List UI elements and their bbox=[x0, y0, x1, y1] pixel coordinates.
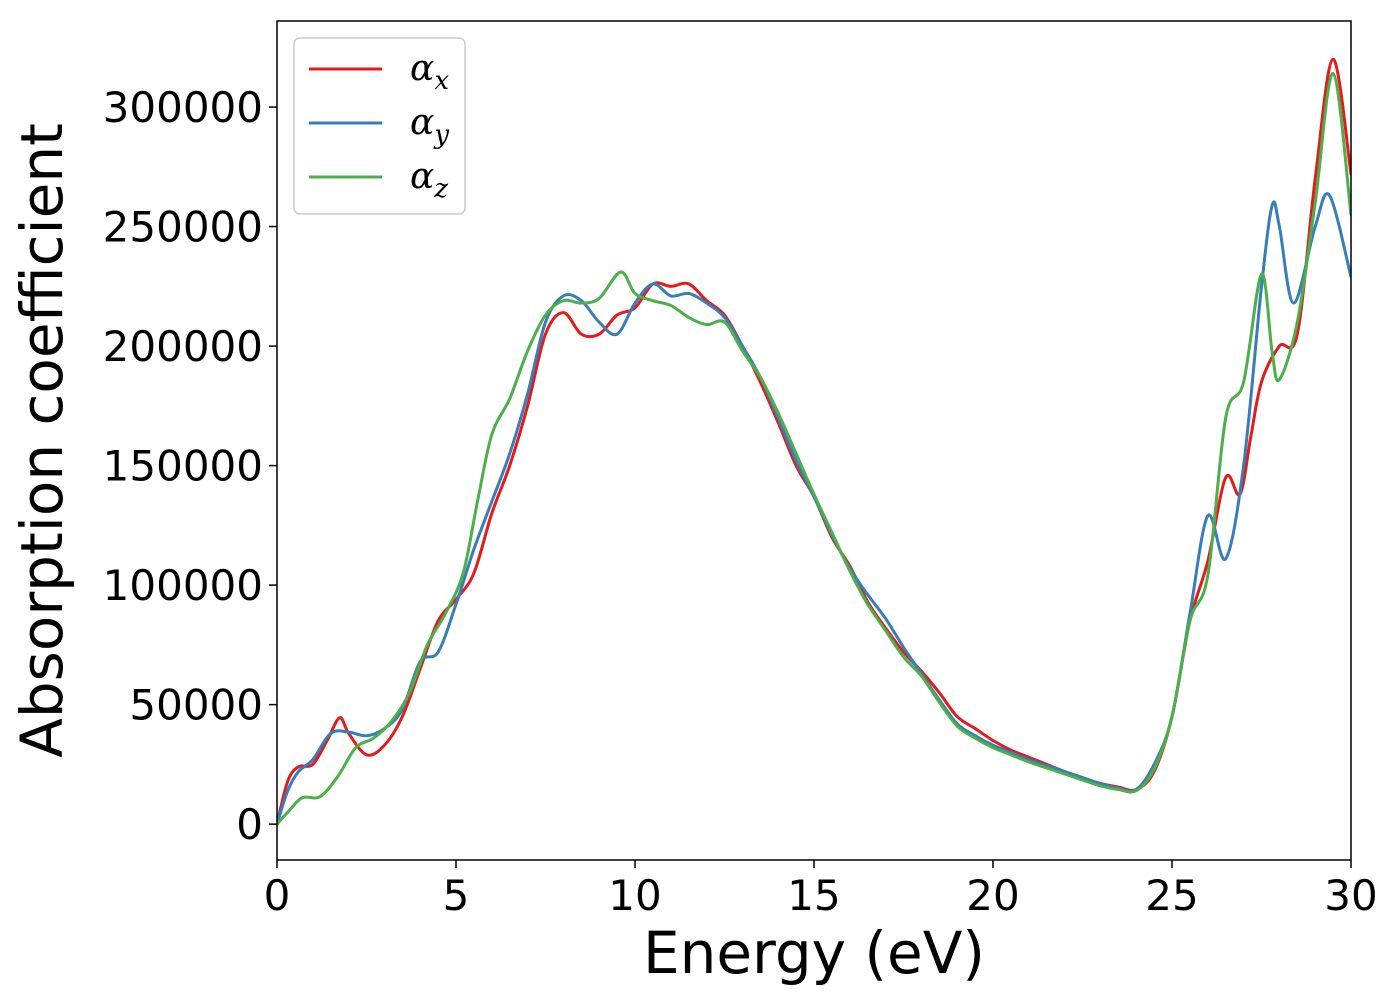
x-tick-label: 25 bbox=[1145, 871, 1198, 920]
x-axis-label: Energy (eV) bbox=[643, 919, 985, 987]
series-line-y bbox=[277, 192, 1351, 826]
x-tick-label: 10 bbox=[608, 871, 661, 920]
x-tick-label: 5 bbox=[443, 871, 470, 920]
series-layer bbox=[277, 57, 1351, 826]
x-tick-label: 0 bbox=[264, 871, 291, 920]
x-tick-label: 20 bbox=[966, 871, 1019, 920]
legend-label-z: αz bbox=[410, 156, 448, 204]
series-line-z bbox=[277, 72, 1351, 826]
y-tick-label: 200000 bbox=[103, 322, 263, 371]
y-tick-label: 150000 bbox=[103, 442, 263, 491]
legend-label-subscript: x bbox=[434, 66, 449, 96]
y-tick-label: 50000 bbox=[129, 681, 263, 730]
legend-label-x: αx bbox=[410, 48, 449, 96]
legend-label-symbol: α bbox=[410, 156, 434, 197]
legend-label-symbol: α bbox=[410, 48, 434, 89]
y-axis: 0 50000 100000 150000 200000 250000 300000 bbox=[103, 83, 277, 849]
legend-label-y: αy bbox=[410, 102, 449, 150]
y-tick-label: 250000 bbox=[103, 203, 263, 252]
y-tick-label: 100000 bbox=[103, 561, 263, 610]
legend-label-subscript: z bbox=[433, 174, 448, 204]
legend-box bbox=[293, 37, 466, 215]
x-tick-label: 30 bbox=[1324, 871, 1377, 920]
y-axis-label: Absorption coefficient bbox=[8, 123, 76, 758]
legend-label-symbol: α bbox=[410, 102, 434, 143]
y-tick-label: 0 bbox=[236, 800, 263, 849]
legend-label-subscript: y bbox=[433, 120, 449, 150]
y-tick-label: 300000 bbox=[103, 83, 263, 132]
x-tick-label: 15 bbox=[787, 871, 840, 920]
x-axis: 0 5 10 15 20 25 30 bbox=[264, 860, 1378, 920]
